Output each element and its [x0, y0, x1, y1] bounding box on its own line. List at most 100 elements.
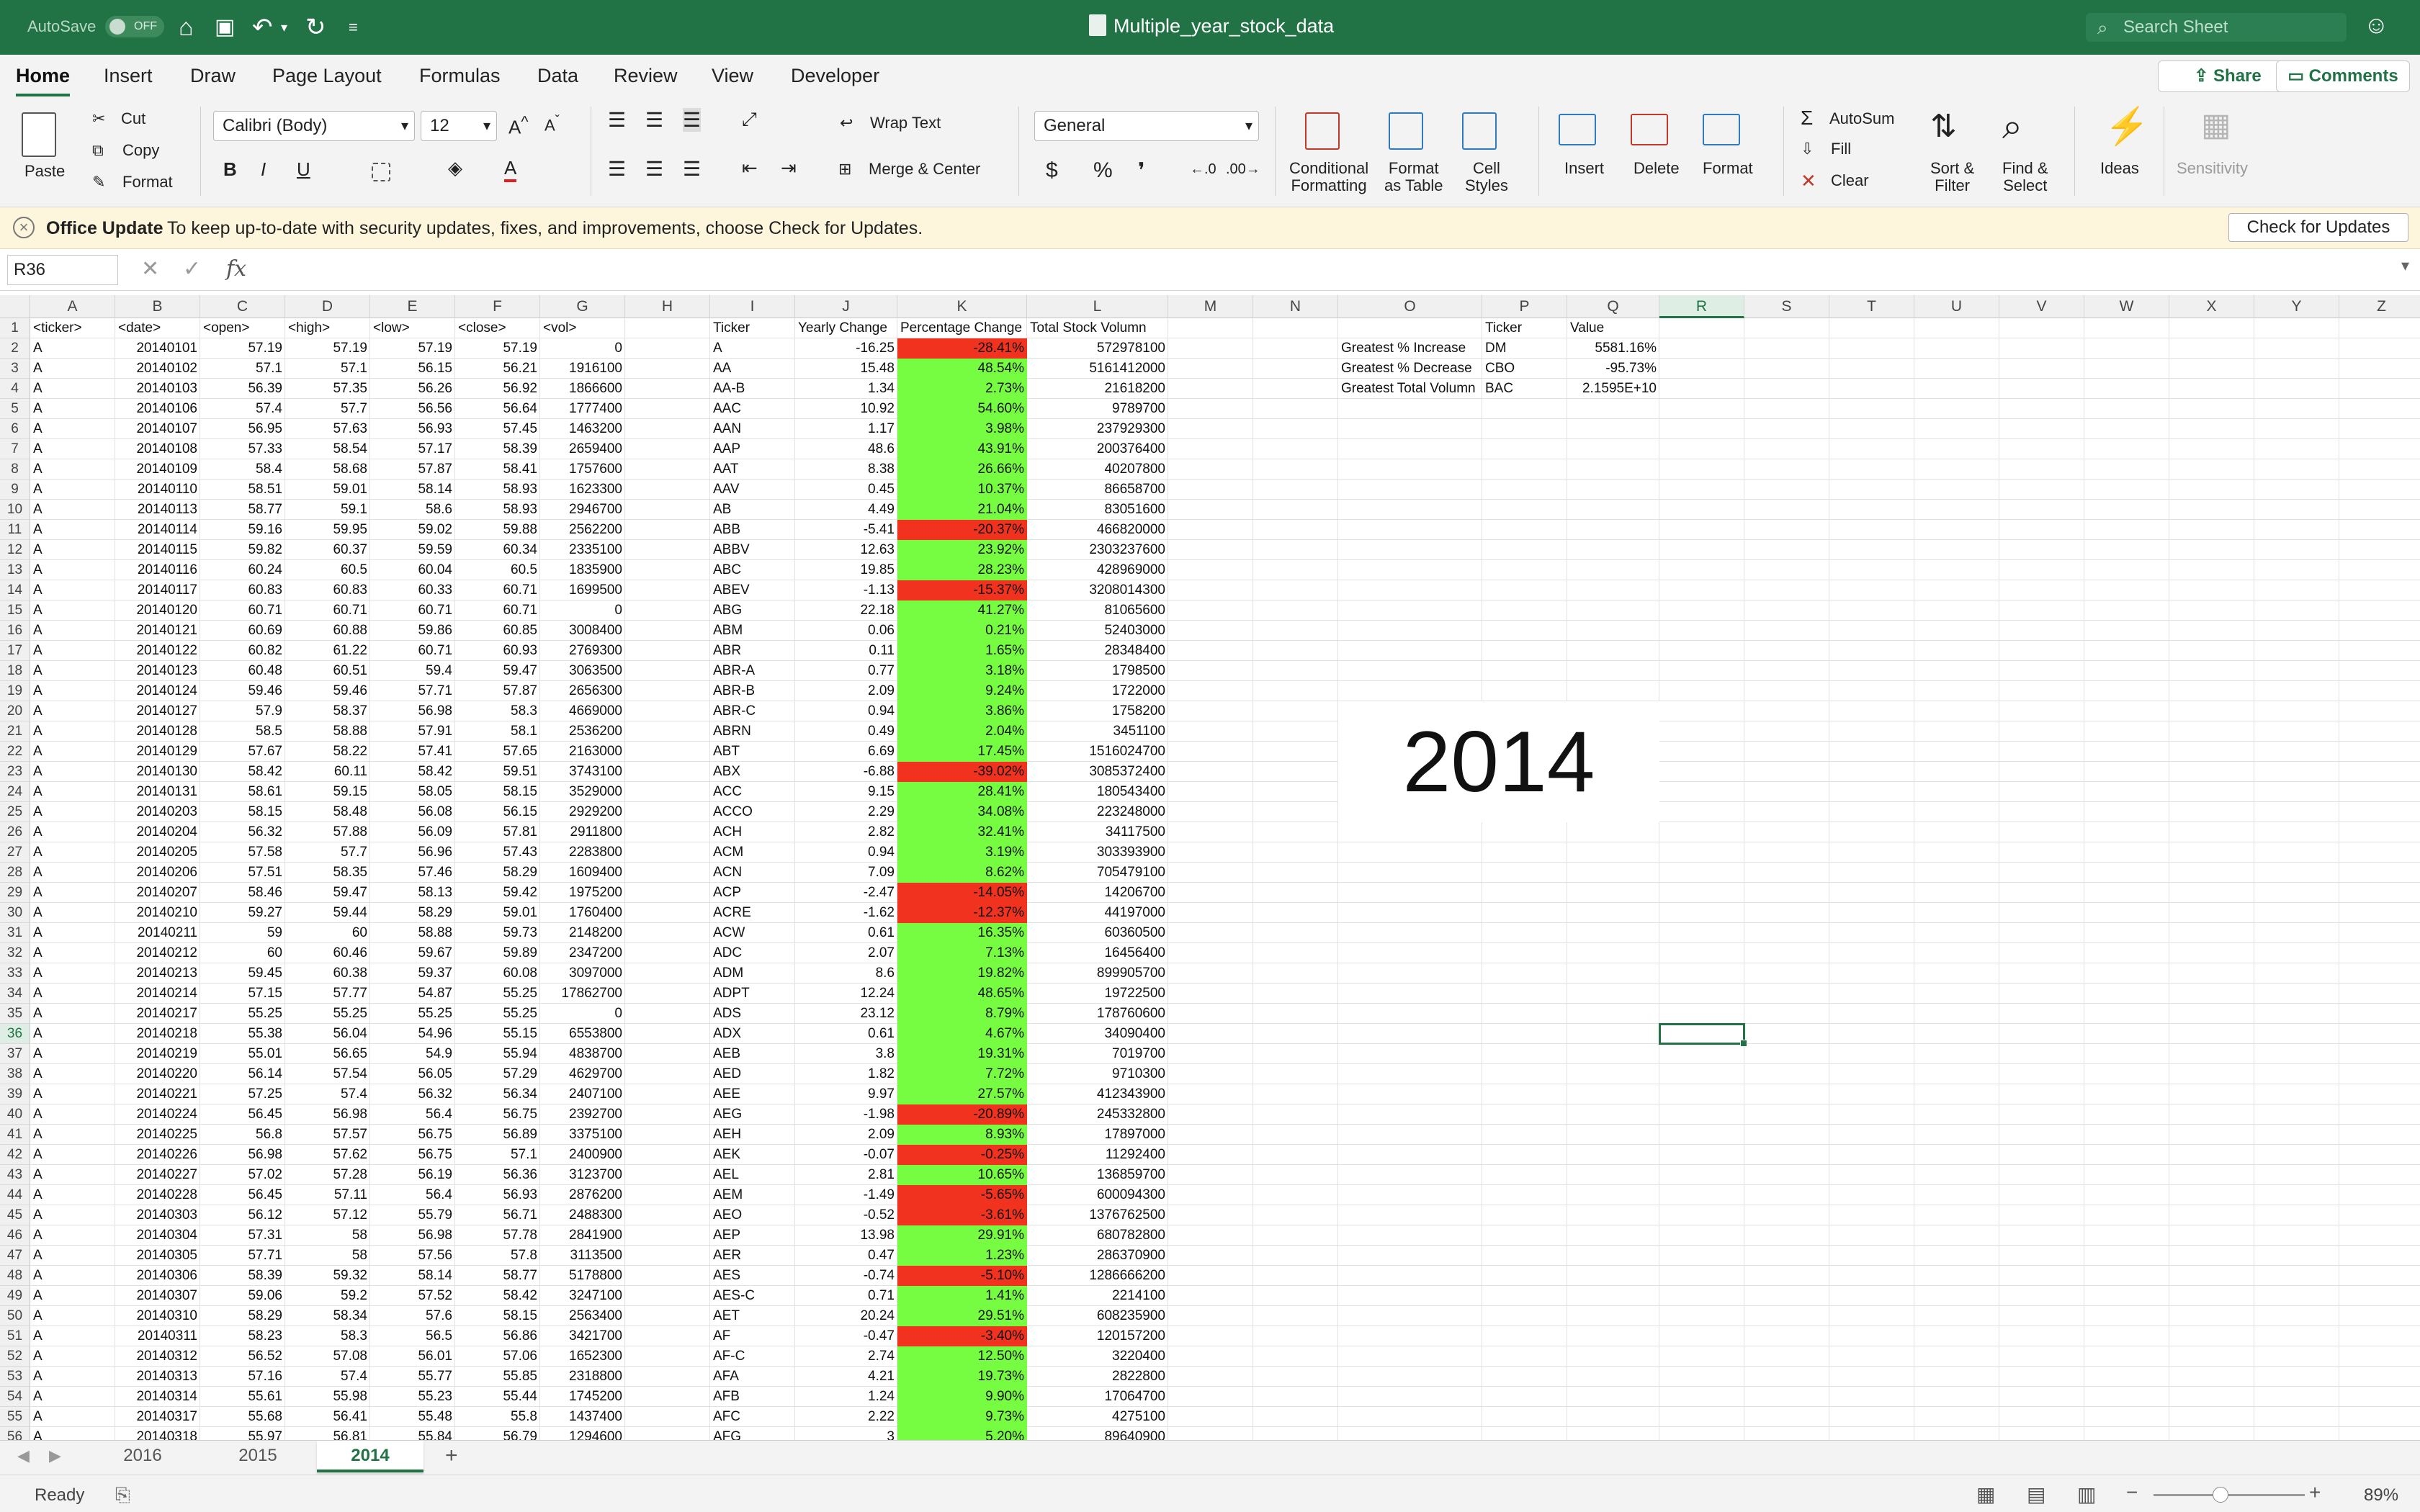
column-header-c[interactable]: C — [200, 295, 285, 318]
row-header-48[interactable]: 48 — [0, 1266, 30, 1286]
row-header-15[interactable]: 15 — [0, 600, 30, 621]
bold-button[interactable]: B — [223, 158, 237, 180]
decrease-decimal-icon[interactable]: .00→ — [1226, 161, 1260, 177]
cut-button[interactable]: Cut — [121, 109, 146, 127]
row-header-54[interactable]: 54 — [0, 1387, 30, 1407]
column-header-w[interactable]: W — [2084, 295, 2169, 318]
search-sheet-input[interactable]: ⌕ Search Sheet — [2086, 13, 2347, 42]
row-header-32[interactable]: 32 — [0, 943, 30, 963]
row-header-56[interactable]: 56 — [0, 1427, 30, 1440]
page-layout-view-icon[interactable]: ▤ — [2027, 1483, 2046, 1506]
column-header-q[interactable]: Q — [1567, 295, 1659, 318]
column-header-r[interactable]: R — [1659, 295, 1744, 318]
row-header-19[interactable]: 19 — [0, 681, 30, 701]
column-header-a[interactable]: A — [30, 295, 115, 318]
row-header-22[interactable]: 22 — [0, 742, 30, 762]
font-size-select[interactable]: 12 — [421, 111, 497, 141]
fill-button[interactable]: Fill — [1831, 140, 1852, 158]
zoom-slider-knob[interactable] — [2213, 1487, 2228, 1503]
merge-center-button[interactable]: Merge & Center — [869, 160, 981, 178]
format-painter-button[interactable]: Format — [122, 173, 173, 191]
row-header-37[interactable]: 37 — [0, 1044, 30, 1064]
column-header-k[interactable]: K — [897, 295, 1027, 318]
sheet-tab-2014[interactable]: 2014 — [317, 1441, 424, 1472]
currency-button[interactable]: $ — [1046, 158, 1058, 182]
column-header-i[interactable]: I — [710, 295, 795, 318]
tab-draw[interactable]: Draw — [190, 65, 236, 86]
add-sheet-icon[interactable]: + — [445, 1444, 458, 1467]
tab-home[interactable]: Home — [16, 65, 71, 96]
tab-formulas[interactable]: Formulas — [419, 65, 501, 86]
align-bottom-icon[interactable]: ☰ — [683, 108, 702, 132]
row-header-6[interactable]: 6 — [0, 419, 30, 439]
tab-developer[interactable]: Developer — [791, 65, 880, 86]
clear-button[interactable]: Clear — [1831, 171, 1869, 189]
row-header-2[interactable]: 2 — [0, 338, 30, 359]
column-header-x[interactable]: X — [2169, 295, 2254, 318]
column-header-f[interactable]: F — [455, 295, 540, 318]
column-header-o[interactable]: O — [1338, 295, 1482, 318]
row-header-30[interactable]: 30 — [0, 903, 30, 923]
column-header-g[interactable]: G — [540, 295, 625, 318]
column-header-h[interactable]: H — [625, 295, 710, 318]
row-header-35[interactable]: 35 — [0, 1004, 30, 1024]
row-header-29[interactable]: 29 — [0, 883, 30, 903]
conditional-formatting-button[interactable]: Conditional Formatting — [1289, 160, 1368, 194]
page-break-view-icon[interactable]: ▥ — [2077, 1483, 2097, 1506]
sheet-tab-2016[interactable]: 2016 — [123, 1446, 162, 1465]
increase-decimal-icon[interactable]: ←.0 — [1190, 161, 1216, 177]
insert-cells-button[interactable]: Insert — [1564, 159, 1605, 177]
font-family-select[interactable]: Calibri (Body) — [213, 111, 415, 141]
comma-button[interactable]: ❜ — [1138, 159, 1145, 183]
column-header-t[interactable]: T — [1829, 295, 1914, 318]
align-left-icon[interactable]: ☰ — [608, 158, 627, 180]
column-header-y[interactable]: Y — [2254, 295, 2339, 318]
increase-font-size-icon[interactable]: A^ — [508, 112, 529, 138]
row-header-36[interactable]: 36 — [0, 1024, 30, 1044]
format-as-table-icon[interactable] — [1389, 112, 1423, 150]
row-header-9[interactable]: 9 — [0, 480, 30, 500]
tab-data[interactable]: Data — [537, 65, 579, 86]
row-header-28[interactable]: 28 — [0, 863, 30, 883]
tab-page-layout[interactable]: Page Layout — [272, 65, 382, 86]
column-header-s[interactable]: S — [1744, 295, 1829, 318]
ideas-button[interactable]: Ideas — [2100, 159, 2139, 177]
column-header-z[interactable]: Z — [2339, 295, 2420, 318]
percent-button[interactable]: % — [1093, 158, 1113, 182]
column-header-m[interactable]: M — [1168, 295, 1253, 318]
row-header-3[interactable]: 3 — [0, 359, 30, 379]
zoom-in-icon[interactable]: + — [2309, 1481, 2321, 1503]
column-header-l[interactable]: L — [1027, 295, 1168, 318]
row-header-50[interactable]: 50 — [0, 1306, 30, 1326]
row-header-5[interactable]: 5 — [0, 399, 30, 419]
close-message-icon[interactable]: × — [13, 217, 35, 238]
wrap-text-button[interactable]: Wrap Text — [870, 114, 941, 132]
italic-button[interactable]: I — [261, 158, 266, 180]
insert-function-button[interactable]: fx — [226, 256, 247, 282]
row-header-52[interactable]: 52 — [0, 1346, 30, 1367]
row-header-47[interactable]: 47 — [0, 1246, 30, 1266]
row-header-21[interactable]: 21 — [0, 721, 30, 742]
row-header-1[interactable]: 1 — [0, 318, 30, 338]
underline-button[interactable]: U — [297, 158, 310, 180]
orientation-icon[interactable]: ⤢ — [742, 108, 757, 130]
normal-view-icon[interactable]: ▦ — [1976, 1483, 1996, 1506]
sort-filter-button[interactable]: Sort & Filter — [1930, 160, 1974, 194]
format-as-table-button[interactable]: Format as Table — [1384, 160, 1443, 194]
decrease-font-size-icon[interactable]: Aˇ — [544, 112, 560, 135]
zoom-out-icon[interactable]: − — [2126, 1481, 2138, 1503]
customize-toolbar-icon[interactable]: ≡ — [349, 18, 358, 36]
row-header-8[interactable]: 8 — [0, 459, 30, 480]
save-icon[interactable]: ▣ — [215, 15, 236, 39]
tab-review[interactable]: Review — [614, 65, 678, 86]
row-header-10[interactable]: 10 — [0, 500, 30, 520]
font-color-icon[interactable]: A — [504, 157, 517, 182]
undo-icon[interactable]: ↶ — [252, 14, 273, 41]
sheet-tab-2015[interactable]: 2015 — [238, 1446, 277, 1465]
name-box[interactable]: R36 — [7, 255, 118, 285]
row-header-14[interactable]: 14 — [0, 580, 30, 600]
conditional-formatting-icon[interactable] — [1305, 112, 1340, 150]
delete-cells-icon[interactable] — [1631, 114, 1668, 145]
home-icon[interactable]: ⌂ — [179, 14, 194, 41]
